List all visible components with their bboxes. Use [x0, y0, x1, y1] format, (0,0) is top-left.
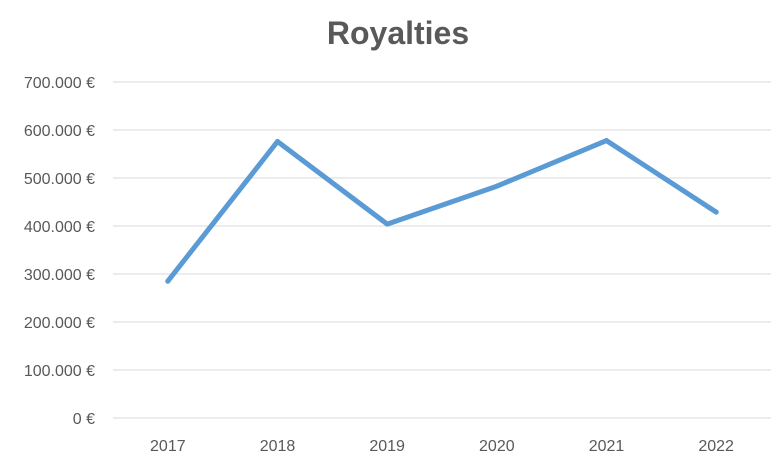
data-point	[165, 278, 171, 284]
data-point	[604, 138, 609, 144]
y-tick-label: 0 €	[73, 411, 95, 428]
x-tick-label: 2020	[479, 438, 515, 452]
y-tick-label: 500.000 €	[24, 171, 95, 188]
y-tick-label: 300.000 €	[24, 267, 95, 284]
x-tick-label: 2019	[369, 438, 405, 452]
x-axis-tick-labels: 2017 2018 2019 2020 2021 2022	[150, 438, 734, 455]
data-point	[713, 209, 719, 215]
series-line	[165, 138, 719, 284]
x-tick-label: 2018	[260, 438, 296, 452]
x-tick-label: 2021	[589, 438, 625, 452]
x-tick-label: 2022	[698, 438, 734, 452]
y-tick-label: 600.000 €	[24, 123, 95, 140]
y-tick-label: 100.000 €	[24, 363, 95, 380]
y-axis-tick-labels: 0 € 100.000 € 200.000 € 300.000 € 400.000 € 5…	[24, 75, 95, 428]
data-point	[494, 183, 500, 189]
data-point	[275, 139, 280, 145]
y-tick-label: 400.000 €	[24, 219, 95, 236]
data-point	[384, 221, 390, 227]
series-layer	[165, 138, 719, 284]
chart-title: Royalties	[327, 15, 469, 51]
y-tick-label: 700.000 €	[24, 75, 95, 92]
gridlines	[113, 81, 771, 419]
y-tick-label: 200.000 €	[24, 315, 95, 332]
x-tick-label: 2017	[150, 438, 186, 452]
